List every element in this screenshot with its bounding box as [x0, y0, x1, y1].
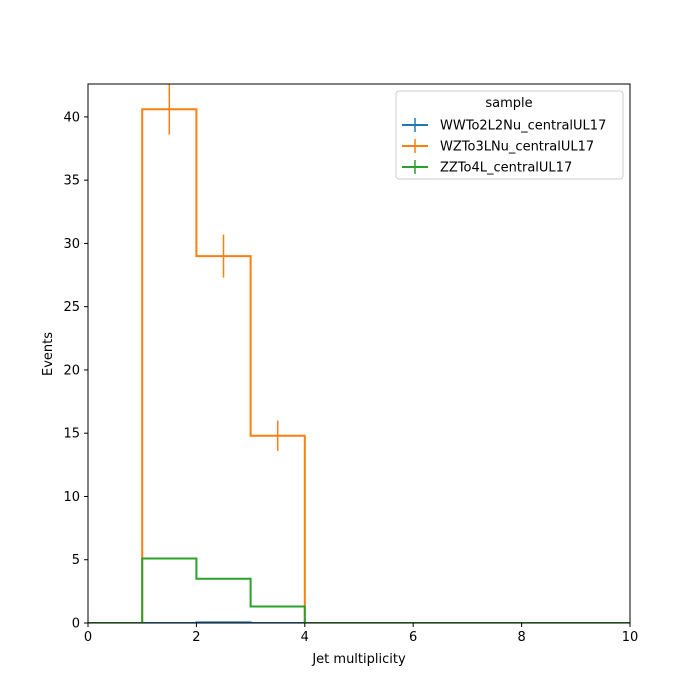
- legend-label: WZTo3LNu_centralUL17: [440, 140, 594, 155]
- series-step-3: [88, 557, 630, 623]
- y-tick-label: 20: [63, 363, 80, 378]
- series-step-2: [88, 108, 630, 623]
- y-tick-label: 15: [63, 427, 80, 442]
- x-tick-label: 4: [301, 630, 309, 645]
- y-tick-label: 35: [63, 174, 80, 189]
- x-axis: 0 2 4 6 8 10: [84, 623, 638, 645]
- y-tick-label: 40: [63, 110, 80, 125]
- y-axis: 0 5 10 15 20 25 30 35 40: [63, 110, 88, 632]
- x-tick-label: 0: [84, 630, 92, 645]
- x-tick-label: 10: [622, 630, 639, 645]
- legend-frame: [395, 90, 624, 180]
- plot-frame: [87, 83, 631, 624]
- x-tick-label: 8: [517, 630, 525, 645]
- y-tick-label: 10: [63, 490, 80, 505]
- x-tick-label: 2: [192, 630, 200, 645]
- legend-label: WWTo2L2Nu_centralUL17: [440, 119, 606, 134]
- y-tick-label: 25: [63, 300, 80, 315]
- x-tick-label: 6: [409, 630, 417, 645]
- legend-label: ZZTo4L_centralUL17: [440, 161, 572, 176]
- y-axis-label: Events: [41, 332, 56, 376]
- legend-title: sample: [485, 96, 532, 111]
- x-axis-label: Jet multiplicity: [311, 652, 406, 667]
- legend: sample WWTo2L2Nu_centralUL17 WZTo3LNu_cen…: [395, 90, 624, 180]
- series-layer: [88, 84, 630, 623]
- y-tick-label: 30: [63, 237, 80, 252]
- y-tick-label: 5: [72, 553, 80, 568]
- y-tick-label: 0: [72, 617, 80, 632]
